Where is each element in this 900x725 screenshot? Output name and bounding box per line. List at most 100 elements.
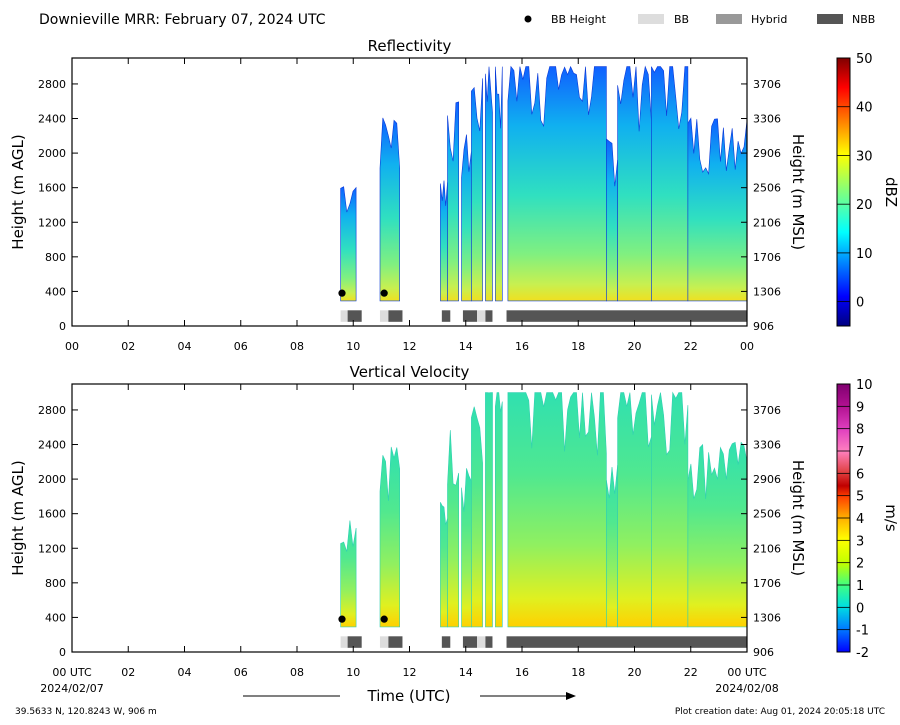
echo-segment-4 <box>461 468 472 628</box>
x-tick-label: 16 <box>515 340 529 353</box>
colorbar-tick-label: 0 <box>856 296 864 311</box>
bb-flag-bb-0 <box>340 310 348 322</box>
y-tick-label: 1600 <box>38 182 66 195</box>
echo-segment-11 <box>651 391 689 628</box>
colorbar-tick-label: -2 <box>856 646 869 661</box>
x-tick-label: 18 <box>571 340 585 353</box>
x-tick-label: 20 <box>628 340 642 353</box>
bb-height-legend-marker <box>524 15 532 23</box>
y-tick-label: 0 <box>59 646 66 659</box>
echo-segment-7 <box>495 392 503 628</box>
x-tick-label: 16 <box>515 666 529 679</box>
colorbar-tick-label: 2 <box>856 557 864 572</box>
colorbar-gradient <box>836 57 851 327</box>
colorbar-tick-label: 1 <box>856 579 864 594</box>
bb-flag-nbb-3 <box>388 636 403 648</box>
echo-segment-12 <box>687 117 748 302</box>
x-tick-label: 04 <box>178 666 192 679</box>
echo-segment-2 <box>440 502 448 628</box>
y-tick-label: 1200 <box>38 216 66 229</box>
legend-label-nbb: NBB <box>852 13 875 26</box>
colorbar-tick-label: 10 <box>856 247 873 262</box>
bb-flag-bb-6 <box>477 636 486 648</box>
colorbar-tick-label: 20 <box>856 198 873 213</box>
echo-segment-12 <box>687 441 748 628</box>
legend-label-bb-height: BB Height <box>551 13 607 26</box>
x-tick-label: 20 <box>628 666 642 679</box>
x-tick-label: 10 <box>346 666 360 679</box>
y-right-axis-label: Height (m MSL) <box>789 134 807 250</box>
bb-flag-nbb-5 <box>462 636 477 648</box>
x-tick-label: 00 UTC <box>52 666 92 679</box>
time-arrow-head <box>566 692 576 700</box>
bb-flag-bb-2 <box>379 310 389 322</box>
bb-flag-nbb-1 <box>347 310 362 322</box>
echo-segment-5 <box>471 406 483 628</box>
colorbar-tick-label: 8 <box>856 423 864 438</box>
bb-height-point-1 <box>380 289 388 297</box>
y-tick-label: 400 <box>45 285 66 298</box>
echo-segment-1 <box>379 446 400 628</box>
echo-segment-4 <box>461 134 472 302</box>
bb-flag-nbb-7 <box>485 636 493 648</box>
figure-title: Downieville MRR: February 07, 2024 UTC <box>39 12 326 28</box>
y-right-tick-label: 1706 <box>753 577 781 590</box>
end-date-label: 2024/02/08 <box>715 682 778 695</box>
x-tick-label: 08 <box>290 666 304 679</box>
echo-segment-2 <box>440 180 448 302</box>
y-right-tick-label: 2106 <box>753 542 781 555</box>
y-tick-label: 0 <box>59 320 66 333</box>
echo-segment-3 <box>447 101 459 302</box>
bb-height-point-1 <box>380 615 388 623</box>
y-tick-label: 2400 <box>38 113 66 126</box>
y-right-tick-label: 3306 <box>753 113 781 126</box>
y-right-tick-label: 3706 <box>753 404 781 417</box>
reflectivity-colorbar: 0 10 20 30 40 50 dBZ <box>836 52 900 327</box>
location-text: 39.5633 N, 120.8243 W, 906 m <box>15 707 157 717</box>
x-tick-label: 22 <box>684 340 698 353</box>
y-tick-label: 1600 <box>38 508 66 521</box>
echo-segment-6 <box>485 66 493 302</box>
bb-flag-nbb-5 <box>462 310 477 322</box>
y-tick-label: 2400 <box>38 439 66 452</box>
x-axis-label: Time (UTC) <box>367 687 451 705</box>
y-right-tick-label: 2906 <box>753 473 781 486</box>
legend-label-bb: BB <box>674 13 689 26</box>
bb-flag-nbb-4 <box>441 310 451 322</box>
y-tick-label: 800 <box>45 251 66 264</box>
bb-legend-swatch <box>638 14 664 24</box>
colorbar-tick-label: 10 <box>856 378 873 393</box>
x-tick-label: 00 UTC <box>727 666 767 679</box>
y-tick-label: 2800 <box>38 78 66 91</box>
x-tick-label: 14 <box>459 340 473 353</box>
y-axis-label: Height (m AGL) <box>9 134 27 249</box>
y-axis-label: Height (m AGL) <box>9 460 27 575</box>
legend: BB Height BB Hybrid NBB <box>524 13 875 26</box>
y-right-tick-label: 1306 <box>753 285 781 298</box>
echo-segment-8 <box>507 392 607 628</box>
panel-title: Reflectivity <box>368 37 452 55</box>
y-tick-label: 2000 <box>38 147 66 160</box>
creation-date-text: Plot creation date: Aug 01, 2024 20:05:1… <box>675 707 885 717</box>
echo-segment-0 <box>340 186 357 302</box>
x-tick-label: 12 <box>403 666 417 679</box>
colorbar-label: m/s <box>882 504 900 532</box>
y-right-tick-label: 1306 <box>753 611 781 624</box>
colorbar-tick-label: 40 <box>856 101 873 116</box>
colorbar-tick-label: 6 <box>856 467 864 482</box>
echo-segment-3 <box>447 430 459 628</box>
x-tick-label: 02 <box>121 666 135 679</box>
x-tick-label: 02 <box>121 340 135 353</box>
y-right-tick-label: 2906 <box>753 147 781 160</box>
y-right-tick-label: 2506 <box>753 508 781 521</box>
echo-segment-5 <box>471 78 483 302</box>
x-tick-label: 00 <box>65 340 79 353</box>
y-tick-label: 400 <box>45 611 66 624</box>
start-date-label: 2024/02/07 <box>40 682 103 695</box>
y-right-tick-label: 906 <box>753 646 774 659</box>
bb-flag-nbb-3 <box>388 310 403 322</box>
echo-segment-0 <box>340 520 357 628</box>
bb-height-point-0 <box>338 289 346 297</box>
